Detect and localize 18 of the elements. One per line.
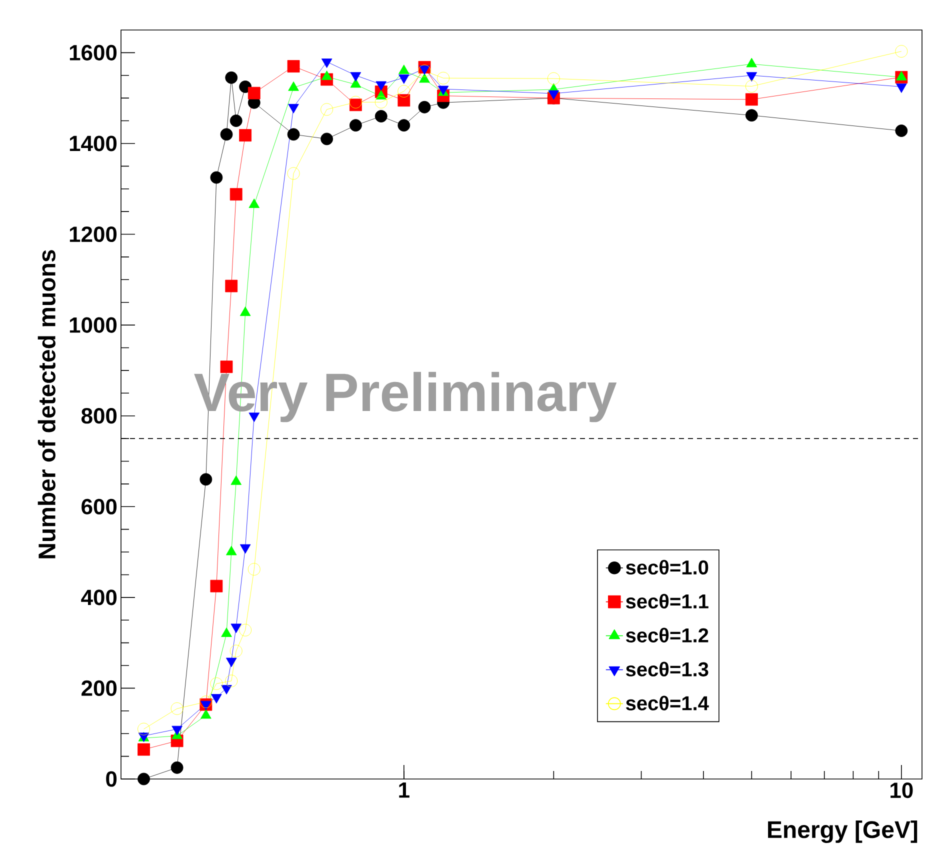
x-axis-title: Energy [GeV]: [768, 820, 918, 844]
y-tick-label: 0: [106, 771, 117, 787]
y-tick-label: 1200: [70, 226, 117, 242]
legend-label: secθ=1.4: [626, 696, 709, 710]
y-axis-title: Number of detected muons: [38, 250, 56, 558]
legend-label: secθ=1.3: [626, 662, 708, 676]
y-tick-label: 600: [82, 498, 117, 514]
y-tick-label: 400: [81, 590, 117, 606]
y-tick-label: 1000: [70, 317, 117, 333]
x-tick-label: 1: [399, 782, 410, 798]
legend-label: secθ=1.0: [626, 560, 708, 575]
legend-label: secθ=1.1: [626, 594, 708, 609]
x-tick-label: 10: [890, 782, 913, 798]
y-tick-label: 800: [81, 408, 117, 424]
y-tick-label: 1600: [70, 44, 117, 60]
y-tick-label: 200: [82, 680, 117, 696]
legend-label: secθ=1.2: [626, 628, 708, 642]
y-tick-label: 1400: [70, 136, 117, 152]
